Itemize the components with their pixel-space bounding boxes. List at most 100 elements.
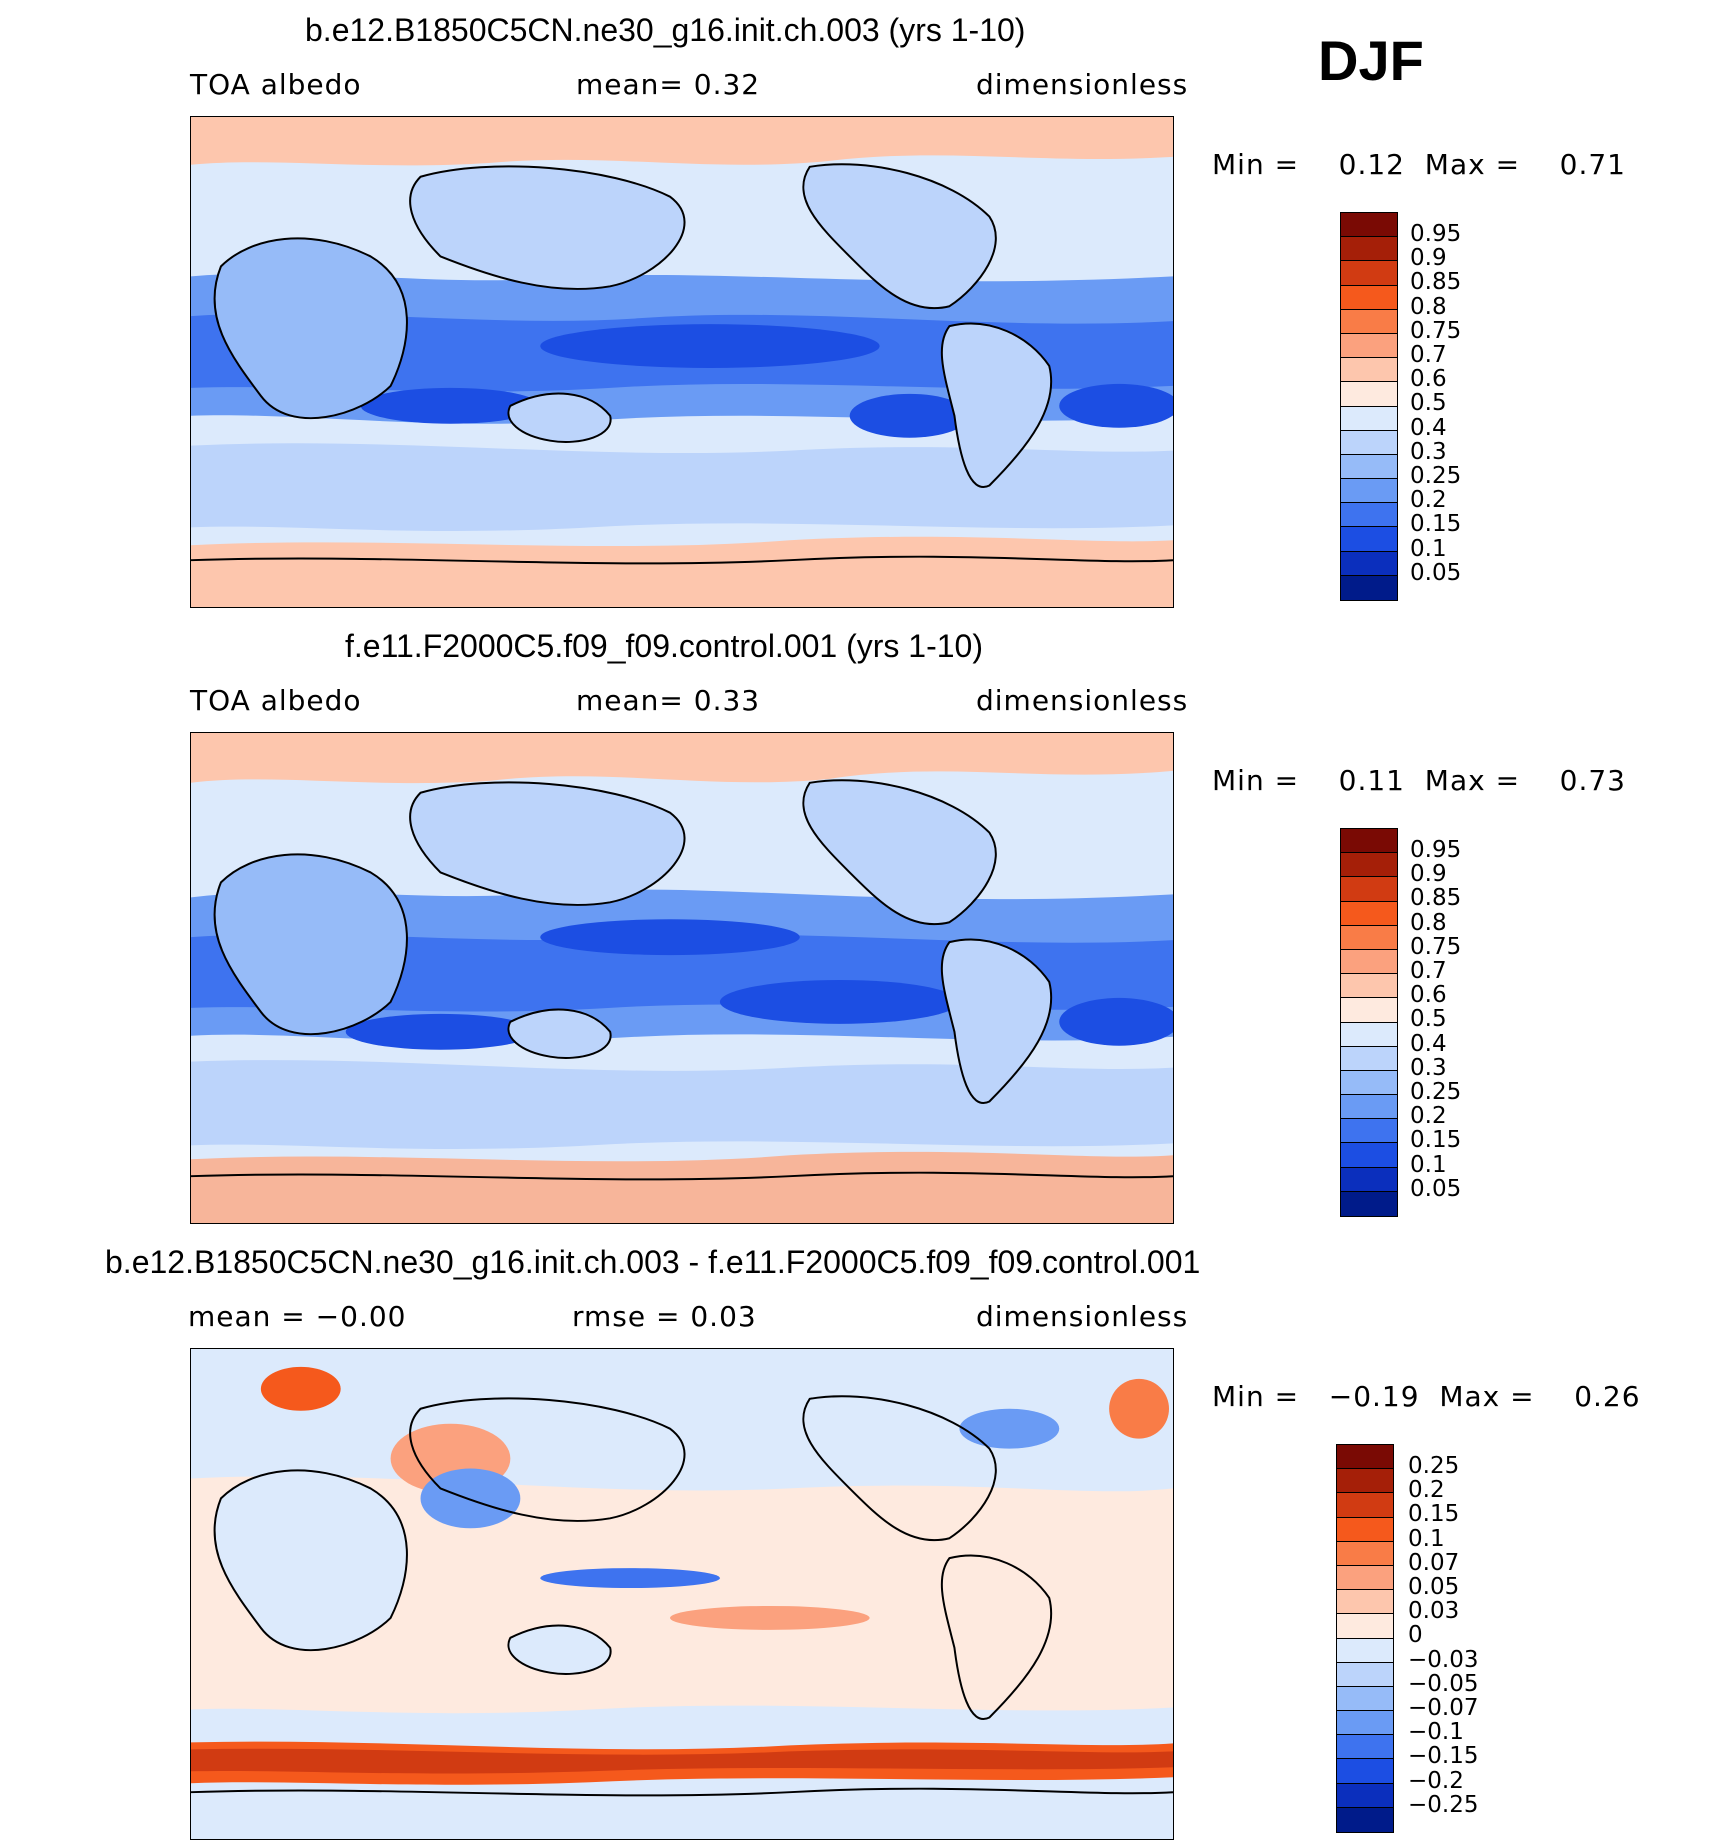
colorbar-tick-label: −0.03 <box>1408 1646 1479 1673</box>
panel-1-units: dimensionless <box>976 68 1189 101</box>
colorbar-swatch <box>1341 237 1397 262</box>
panel-2-units: dimensionless <box>976 684 1189 717</box>
panel-2-variable: TOA albedo <box>190 684 362 717</box>
colorbar-tick-label: 0.8 <box>1410 293 1447 320</box>
colorbar-swatch <box>1337 1638 1393 1663</box>
colorbar-swatch <box>1337 1662 1393 1687</box>
colorbar-tick-label: 0.7 <box>1410 342 1447 368</box>
season-label: DJF <box>1318 29 1424 92</box>
colorbar-tick-label: −0.25 <box>1408 1791 1479 1818</box>
colorbar-swatch <box>1341 406 1397 431</box>
colorbar-tick-label: 0.05 <box>1410 559 1462 586</box>
panel-3-colorbar <box>1336 1444 1394 1833</box>
colorbar-swatch <box>1337 1565 1393 1591</box>
map-plot <box>191 1349 1173 1839</box>
colorbar-tick-label: 0.6 <box>1410 982 1447 1009</box>
panel-1-title: b.e12.B1850C5CN.ne30_g16.init.ch.003 (yr… <box>305 12 1026 48</box>
colorbar-tick-label: 0.1 <box>1410 1151 1447 1178</box>
panel-1-mean: mean= 0.32 <box>576 68 761 101</box>
panel-2-mean: mean= 0.33 <box>576 684 761 717</box>
colorbar-tick-label: 0.85 <box>1410 885 1462 912</box>
map-plot <box>191 733 1173 1223</box>
panel-3-stats: Min = −0.19 Max = 0.26 <box>1212 1380 1641 1413</box>
colorbar-swatch <box>1341 998 1397 1023</box>
colorbar-tick-label: 0.9 <box>1410 245 1447 272</box>
colorbar-swatch <box>1341 1167 1397 1192</box>
colorbar-swatch <box>1341 285 1397 310</box>
colorbar-tick-label: 0.05 <box>1410 1175 1462 1202</box>
colorbar-swatch <box>1337 1614 1393 1639</box>
colorbar-swatch <box>1337 1759 1393 1784</box>
colorbar-swatch <box>1341 925 1397 950</box>
panel-1-stats: Min = 0.12 Max = 0.71 <box>1212 148 1626 181</box>
colorbar-tick-label: 0.1 <box>1408 1525 1445 1552</box>
colorbar-swatch <box>1341 877 1397 902</box>
colorbar-tick-label: 0.75 <box>1410 317 1462 344</box>
colorbar-swatch <box>1341 309 1397 334</box>
colorbar-swatch <box>1341 1119 1397 1144</box>
panel-1-colorbar <box>1340 212 1398 601</box>
colorbar-tick-label: 0.1 <box>1410 535 1447 562</box>
colorbar-tick-label: −0.1 <box>1408 1719 1464 1746</box>
colorbar-swatch <box>1341 430 1397 455</box>
colorbar-swatch <box>1337 1517 1393 1542</box>
colorbar-swatch <box>1341 358 1397 383</box>
colorbar-tick-label: 0.4 <box>1410 1030 1447 1057</box>
colorbar-swatch <box>1341 382 1397 407</box>
colorbar-tick-label: −0.2 <box>1408 1767 1464 1794</box>
colorbar-swatch <box>1341 949 1397 975</box>
colorbar-swatch <box>1337 1541 1393 1566</box>
panel-3-map <box>190 1348 1174 1840</box>
colorbar-swatch <box>1341 503 1397 528</box>
colorbar-swatch <box>1341 454 1397 480</box>
colorbar-swatch <box>1341 901 1397 926</box>
colorbar-tick-label: 0.07 <box>1408 1549 1460 1576</box>
panel-2-title: f.e11.F2000C5.f09_f09.control.001 (yrs 1… <box>345 628 983 664</box>
colorbar-swatch <box>1341 527 1397 552</box>
colorbar-tick-label: 0.15 <box>1410 1127 1462 1154</box>
colorbar-swatch <box>1341 261 1397 286</box>
colorbar-tick-label: 0.25 <box>1408 1453 1460 1479</box>
colorbar-swatch <box>1341 974 1397 999</box>
colorbar-tick-label: −0.05 <box>1408 1670 1479 1697</box>
colorbar-tick-label: 0.2 <box>1410 487 1447 514</box>
colorbar-tick-label: 0.95 <box>1410 221 1462 247</box>
panel-2-colorbar <box>1340 828 1398 1217</box>
panel-3-units: dimensionless <box>976 1300 1189 1333</box>
colorbar-swatch <box>1341 479 1397 504</box>
colorbar-swatch <box>1337 1493 1393 1518</box>
colorbar-swatch <box>1341 1046 1397 1071</box>
colorbar-tick-label: 0.7 <box>1410 958 1447 984</box>
colorbar-swatch <box>1337 1445 1393 1470</box>
colorbar-swatch <box>1341 1070 1397 1096</box>
colorbar-swatch <box>1341 575 1397 600</box>
colorbar-swatch <box>1337 1735 1393 1760</box>
colorbar-tick-label: 0.95 <box>1410 837 1462 863</box>
colorbar-tick-label: 0.8 <box>1410 909 1447 936</box>
colorbar-swatch <box>1337 1711 1393 1736</box>
colorbar-tick-label: 0.3 <box>1410 438 1447 465</box>
colorbar-swatch <box>1341 1095 1397 1120</box>
colorbar-tick-label: 0.6 <box>1410 366 1447 393</box>
colorbar-tick-label: 0 <box>1408 1622 1423 1649</box>
colorbar-tick-label: 0.2 <box>1408 1477 1445 1504</box>
colorbar-swatch <box>1337 1590 1393 1615</box>
colorbar-tick-label: −0.15 <box>1408 1743 1479 1770</box>
colorbar-swatch <box>1341 333 1397 359</box>
colorbar-tick-label: 0.25 <box>1410 1079 1462 1105</box>
panel-3-rmse: rmse = 0.03 <box>572 1300 757 1333</box>
panel-3-title: b.e12.B1850C5CN.ne30_g16.init.ch.003 - f… <box>105 1244 1201 1280</box>
colorbar-tick-label: 0.03 <box>1408 1598 1460 1625</box>
panel-1-map <box>190 116 1174 608</box>
panel-1-variable: TOA albedo <box>190 68 362 101</box>
colorbar-swatch <box>1341 853 1397 878</box>
colorbar-tick-label: −0.07 <box>1408 1695 1479 1721</box>
colorbar-swatch <box>1341 1143 1397 1168</box>
map-plot <box>191 117 1173 607</box>
colorbar-tick-label: 0.15 <box>1408 1501 1460 1528</box>
colorbar-tick-label: 0.25 <box>1410 463 1462 489</box>
colorbar-swatch <box>1341 213 1397 238</box>
colorbar-tick-label: 0.15 <box>1410 511 1462 538</box>
colorbar-swatch <box>1341 829 1397 854</box>
colorbar-tick-label: 0.3 <box>1410 1054 1447 1081</box>
